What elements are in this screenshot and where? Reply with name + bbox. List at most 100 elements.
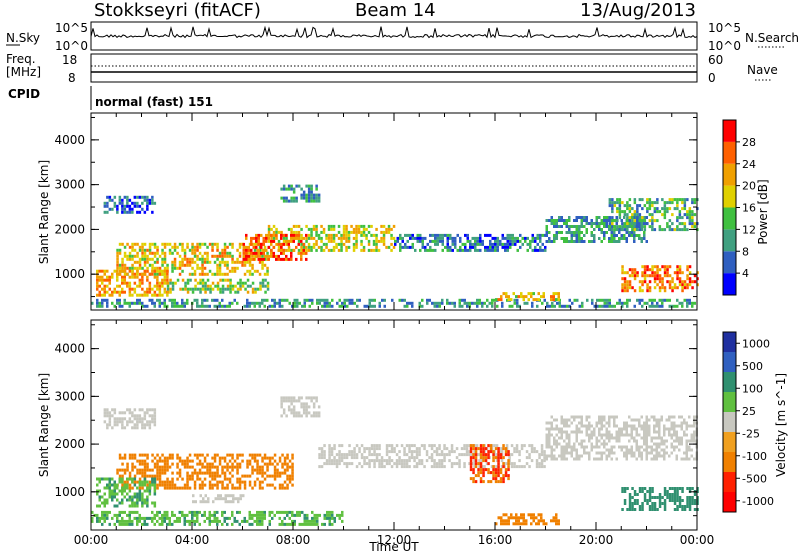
power-cell — [583, 240, 586, 243]
velocity-cell — [641, 487, 644, 490]
velocity-cell — [113, 513, 116, 517]
velocity-cell — [517, 519, 520, 523]
velocity-cell — [658, 436, 661, 440]
velocity-cell — [670, 445, 673, 449]
power-cell — [352, 245, 356, 249]
power-cell — [489, 245, 492, 249]
velocity-cell — [410, 444, 414, 448]
velocity-cell — [118, 519, 121, 523]
velocity-cell — [288, 510, 291, 514]
velocity-cell — [138, 477, 142, 481]
velocity-cell — [693, 436, 696, 440]
velocity-cell — [201, 513, 204, 517]
velocity-cell — [678, 505, 682, 508]
power-cell — [515, 295, 518, 299]
velocity-cell — [482, 447, 485, 451]
velocity-cell — [528, 465, 531, 469]
velocity-cell — [261, 480, 264, 484]
power-cell — [638, 286, 642, 290]
power-cell — [681, 280, 684, 284]
velocity-cell — [450, 450, 454, 454]
power-cell — [643, 234, 646, 237]
power-cell — [151, 251, 154, 255]
power-cell — [191, 260, 194, 264]
velocity-cell — [615, 436, 618, 440]
power-cell — [161, 272, 164, 276]
power-cell — [636, 274, 639, 278]
velocity-cell — [688, 445, 691, 449]
velocity-cell — [588, 439, 591, 443]
velocity-cell — [111, 414, 114, 418]
velocity-cell — [328, 522, 331, 526]
velocity-cell — [600, 418, 603, 422]
velocity-cell — [450, 465, 454, 469]
power-cell — [688, 216, 692, 220]
velocity-cell — [111, 495, 114, 499]
velocity-cell — [126, 480, 129, 484]
power-cell — [96, 284, 99, 288]
power-cell — [161, 281, 164, 285]
power-cell — [338, 298, 341, 302]
power-cell — [201, 298, 204, 302]
power-cell — [633, 274, 637, 278]
power-cell — [663, 228, 667, 232]
velocity-cell — [146, 495, 149, 499]
velocity-cell — [472, 456, 475, 460]
power-cell — [583, 234, 586, 237]
velocity-cell — [271, 510, 274, 514]
velocity-cell — [146, 483, 149, 487]
power-cell — [618, 225, 622, 229]
velocity-cell — [693, 502, 697, 505]
power-cell — [489, 248, 492, 252]
power-cell — [446, 242, 449, 246]
power-cell — [290, 254, 293, 258]
velocity-cell — [131, 510, 134, 514]
velocity-cell — [499, 480, 503, 484]
power-cell — [229, 287, 232, 291]
velocity-cell — [435, 462, 439, 466]
power-cell — [663, 210, 667, 214]
velocity-cell — [183, 513, 186, 517]
velocity-cell — [108, 522, 111, 526]
power-cell — [548, 304, 551, 308]
velocity-cell — [472, 477, 475, 481]
velocity-cell — [196, 510, 199, 514]
velocity-cell — [557, 519, 560, 523]
velocity-cell — [494, 477, 498, 481]
velocity-cell — [316, 519, 319, 523]
power-cell — [580, 237, 583, 240]
velocity-cell — [678, 496, 682, 499]
power-cell — [656, 201, 659, 205]
velocity-cell — [583, 448, 586, 452]
velocity-cell — [236, 468, 239, 472]
velocity-cell — [675, 439, 678, 443]
velocity-cell — [630, 448, 633, 452]
power-cell — [340, 239, 343, 243]
power-cell — [623, 228, 627, 232]
velocity-cell — [465, 444, 469, 448]
velocity-cell — [474, 465, 478, 469]
power-cell — [686, 283, 689, 287]
power-cell — [281, 304, 284, 308]
velocity-cell — [116, 417, 119, 421]
power-cell — [101, 278, 104, 282]
velocity-cell — [232, 497, 235, 501]
velocity-cell — [295, 399, 298, 403]
velocity-cell — [380, 459, 384, 463]
power-cell — [251, 287, 255, 291]
power-cell — [300, 245, 303, 249]
velocity-cell — [126, 522, 129, 526]
power-cbar-swatch — [723, 273, 736, 295]
velocity-cell — [686, 496, 689, 499]
power-cell — [621, 277, 624, 281]
velocity-cell — [113, 420, 117, 424]
power-cell — [421, 239, 424, 243]
power-cell — [658, 268, 662, 272]
power-cell — [671, 277, 674, 281]
power-cell — [678, 271, 682, 275]
power-cell — [290, 227, 293, 231]
velocity-cell — [675, 445, 678, 449]
velocity-cell — [625, 433, 628, 437]
velocity-cell — [226, 462, 229, 466]
velocity-cell — [320, 447, 324, 451]
